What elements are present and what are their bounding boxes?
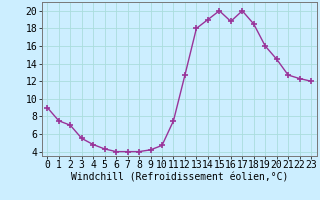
X-axis label: Windchill (Refroidissement éolien,°C): Windchill (Refroidissement éolien,°C) [70,173,288,183]
